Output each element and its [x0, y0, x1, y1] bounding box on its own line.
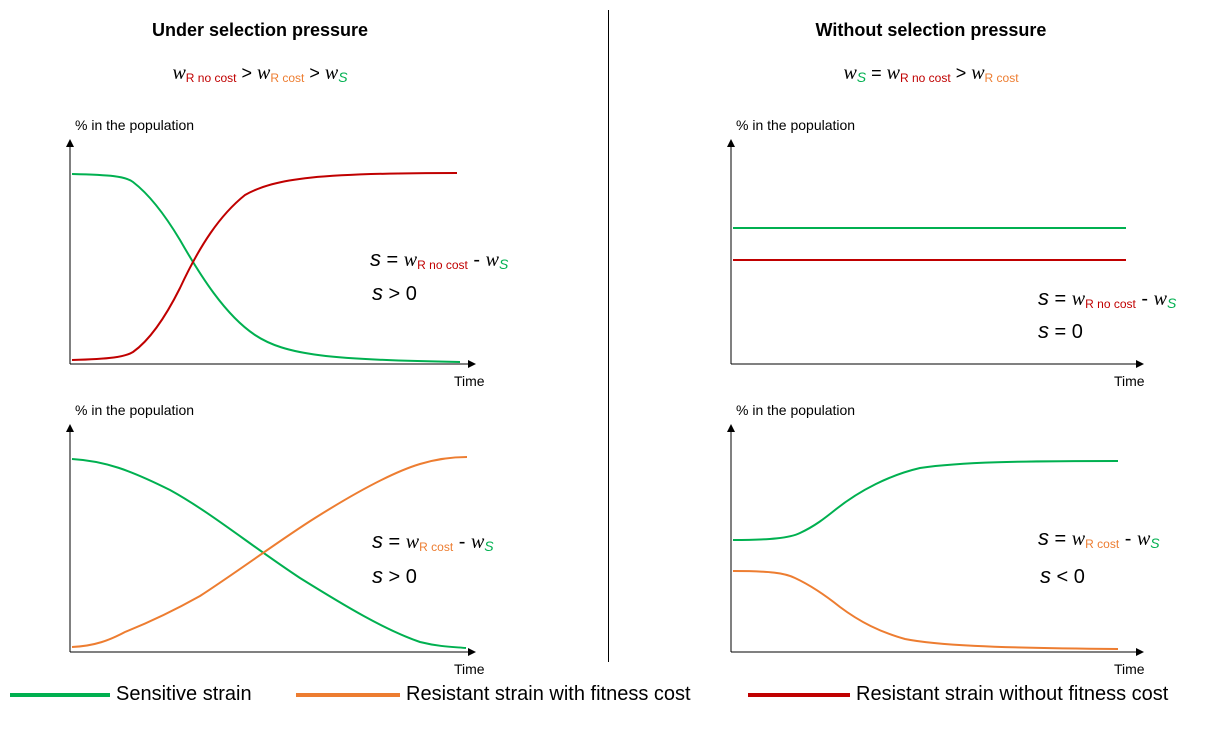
bl-sensitive-curve: [71, 458, 467, 649]
right-fitness-ranking: wS = wR no cost > wR cost: [843, 62, 1019, 85]
bl-x-axis-label: Time: [454, 661, 485, 677]
tr-selection-coefficient-sign: s = 0: [1038, 318, 1083, 343]
legend-item-resistant-no-cost: Resistant strain without fitness cost: [748, 683, 1168, 706]
legend-swatch-sensitive: [10, 692, 110, 697]
left-column-title: Under selection pressure: [151, 20, 369, 40]
br-x-axis-label: Time: [1114, 661, 1145, 677]
legend-item-resistant-cost: Resistant strain with fitness cost: [296, 683, 691, 706]
tr-selection-coefficient-formula: s = wR no cost - wS: [1038, 285, 1177, 311]
legend-swatch-resistant-cost: [296, 692, 400, 697]
bl-selection-coefficient-formula: s = wR cost - wS: [372, 528, 494, 554]
legend-item-sensitive: Sensitive strain: [10, 683, 252, 706]
br-selection-coefficient-formula: s = wR cost - wS: [1038, 525, 1160, 551]
legend-swatch-resistant-no-cost: [748, 692, 850, 697]
right-column-title: Without selection pressure: [815, 20, 1047, 40]
column-divider: [608, 10, 609, 662]
br-sensitive-curve: [732, 460, 1119, 541]
tr-y-axis-label: % in the population: [736, 117, 856, 133]
tl-sensitive-curve: [71, 173, 461, 363]
tr-x-axis-label: Time: [1114, 373, 1145, 389]
legend: Sensitive strain Resistant strain with f…: [0, 683, 1212, 713]
left-fitness-ranking: wR no cost > wR cost > wS: [172, 62, 348, 85]
tl-selection-coefficient-sign: s > 0: [372, 280, 417, 305]
br-resistant-cost-curve: [732, 570, 1119, 650]
tl-x-axis-label: Time: [454, 373, 485, 389]
br-selection-coefficient-sign: s < 0: [1040, 563, 1085, 588]
bl-selection-coefficient-sign: s > 0: [372, 563, 417, 588]
tl-resistant-no-cost-curve: [71, 172, 458, 361]
bl-resistant-cost-curve: [71, 456, 468, 648]
tl-selection-coefficient-formula: s = wR no cost - wS: [370, 246, 509, 272]
bl-y-axis-label: % in the population: [75, 402, 195, 418]
tl-y-axis-label: % in the population: [75, 117, 195, 133]
br-y-axis-label: % in the population: [736, 402, 856, 418]
